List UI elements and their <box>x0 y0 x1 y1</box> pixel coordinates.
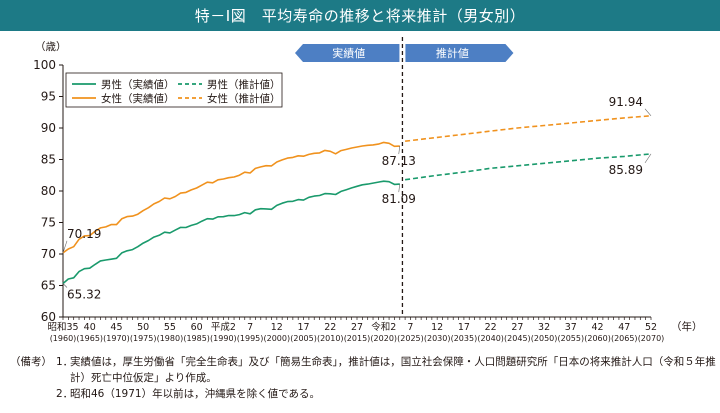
x-tick-label-year: (2020) <box>370 334 397 343</box>
x-tick-label-year: (2045) <box>504 334 531 343</box>
annotation-label: 85.89 <box>609 163 643 177</box>
notes: （備考） 1． 実績値は，厚生労働省「完全生命表」及び「簡易生命表」，推計値は，… <box>10 354 716 402</box>
annotation-leader <box>62 283 68 288</box>
life-expectancy-chart: 60 65 70 75 80 85 90 95 100 （歳） 昭和35(1960) 40(1965)… <box>33 37 703 343</box>
x-tick-label-year: (1985) <box>183 334 210 343</box>
x-tick-label-era: 12 <box>431 322 443 333</box>
annotation-label: 87.13 <box>382 154 416 168</box>
x-tick-label-era: 55 <box>164 322 176 333</box>
legend-label: 男性（実績値） <box>101 78 175 91</box>
note-number: 2． <box>56 388 74 400</box>
x-tick-label-era: 令和2 <box>371 321 396 333</box>
x-tick-label-era: 27 <box>351 322 363 333</box>
x-tick-label-year: (2025) <box>397 334 424 343</box>
annotation-leader <box>398 146 401 155</box>
series-line-3 <box>405 115 652 142</box>
y-tick-label: 100 <box>33 58 56 72</box>
x-tick-label-year: (1975) <box>130 334 157 343</box>
x-tick-label-era: 37 <box>565 322 577 333</box>
projection-period-label: 推計値 <box>436 46 469 60</box>
chart-title-text: 特－Ⅰ図 平均寿命の推移と将来推計（男女別） <box>194 7 526 25</box>
note-text: 昭和46（1971）年以前は，沖縄県を除く値である。 <box>70 388 320 400</box>
x-tick-label-year: (1970) <box>103 334 130 343</box>
y-tick-label: 90 <box>41 121 56 135</box>
annotation-label: 65.32 <box>67 287 101 301</box>
note-text: 実績値は，厚生労働省「完全生命表」及び「簡易生命表」，推計値は，国立社会保障・人… <box>70 356 716 384</box>
x-tick-label-year: (2060) <box>584 334 611 343</box>
x-tick-label-era: 32 <box>538 322 550 333</box>
x-tick-label-year: (1990) <box>210 334 237 343</box>
x-tick-label-era: 60 <box>191 322 203 333</box>
x-tick-label-era: 50 <box>137 322 149 333</box>
y-tick-label: 70 <box>41 247 56 261</box>
annotation-label: 70.19 <box>67 227 101 241</box>
x-tick-label-era: 40 <box>84 322 96 333</box>
annotation-leader <box>644 108 652 116</box>
legend-label: 女性（推計値） <box>207 92 281 105</box>
annotation-label: 91.94 <box>609 95 643 109</box>
y-tick-label: 65 <box>41 279 56 293</box>
series-line-0 <box>62 180 400 285</box>
x-tick-label-year: (2015) <box>344 334 371 343</box>
actual-period-arrow <box>295 44 400 62</box>
y-tick-label: 80 <box>41 184 56 198</box>
x-tick-label-era: 7 <box>407 322 413 333</box>
x-tick-label-era: 17 <box>458 322 470 333</box>
note-row-1: （備考） 1． 実績値は，厚生労働省「完全生命表」及び「簡易生命表」，推計値は，… <box>10 354 716 386</box>
y-tick-label: 75 <box>41 216 56 230</box>
notes-label: （備考） <box>10 356 52 368</box>
projection-period-arrow <box>405 44 514 62</box>
annotation-leader <box>644 153 652 164</box>
annotation-leader <box>398 184 401 193</box>
y-tick-label: 60 <box>41 310 56 324</box>
x-tick-label-era: 22 <box>485 322 497 333</box>
x-tick-label-year: (2035) <box>451 334 478 343</box>
series-line-1 <box>62 141 400 254</box>
legend-label: 男性（推計値） <box>207 78 281 91</box>
annotation-label: 81.09 <box>382 192 416 206</box>
note-row-2: 2． 昭和46（1971）年以前は，沖縄県を除く値である。 <box>10 386 716 402</box>
x-tick-label-era: 47 <box>618 322 630 333</box>
note-number: 1． <box>56 356 74 368</box>
x-tick-label-year: (2010) <box>317 334 344 343</box>
x-tick-label-year: (1980) <box>157 334 184 343</box>
y-tick-label: 85 <box>41 153 56 167</box>
x-tick-label-era: 12 <box>271 322 283 333</box>
x-tick-label-era: 昭和35 <box>47 322 78 333</box>
y-tick-label: 95 <box>41 90 56 104</box>
x-tick-label-era: 平成2 <box>211 321 236 333</box>
chart-title: 特－Ⅰ図 平均寿命の推移と将来推計（男女別） <box>0 0 720 31</box>
legend-label: 女性（実績値） <box>101 92 175 105</box>
x-tick-label-year: (2005) <box>290 334 317 343</box>
actual-period-label: 実績値 <box>332 46 365 60</box>
x-tick-label-era: 42 <box>591 322 603 333</box>
x-tick-label-year: (2050) <box>531 334 558 343</box>
x-tick-label-year: (2055) <box>558 334 585 343</box>
x-axis-unit: （年） <box>671 320 703 333</box>
x-tick-label-year: (1960) <box>50 334 77 343</box>
y-axis-unit: （歳） <box>35 41 67 53</box>
x-tick-label-year: (2065) <box>611 334 638 343</box>
x-tick-label-year: (1965) <box>76 334 103 343</box>
annotation-leader <box>62 240 68 253</box>
x-tick-label-era: 17 <box>297 322 309 333</box>
x-tick-label-year: (2070) <box>638 334 665 343</box>
x-tick-label-era: 22 <box>324 322 336 333</box>
x-tick-label-era: 27 <box>511 322 523 333</box>
x-tick-label-era: 45 <box>110 322 122 333</box>
legend-box <box>65 72 283 108</box>
x-tick-label-year: (2000) <box>264 334 291 343</box>
x-tick-label-era: 52 <box>645 322 657 333</box>
x-tick-label-year: (2030) <box>424 334 451 343</box>
x-tick-label-era: 7 <box>247 322 253 333</box>
x-tick-label-year: (1995) <box>237 334 264 343</box>
x-tick-label-year: (2040) <box>477 334 504 343</box>
